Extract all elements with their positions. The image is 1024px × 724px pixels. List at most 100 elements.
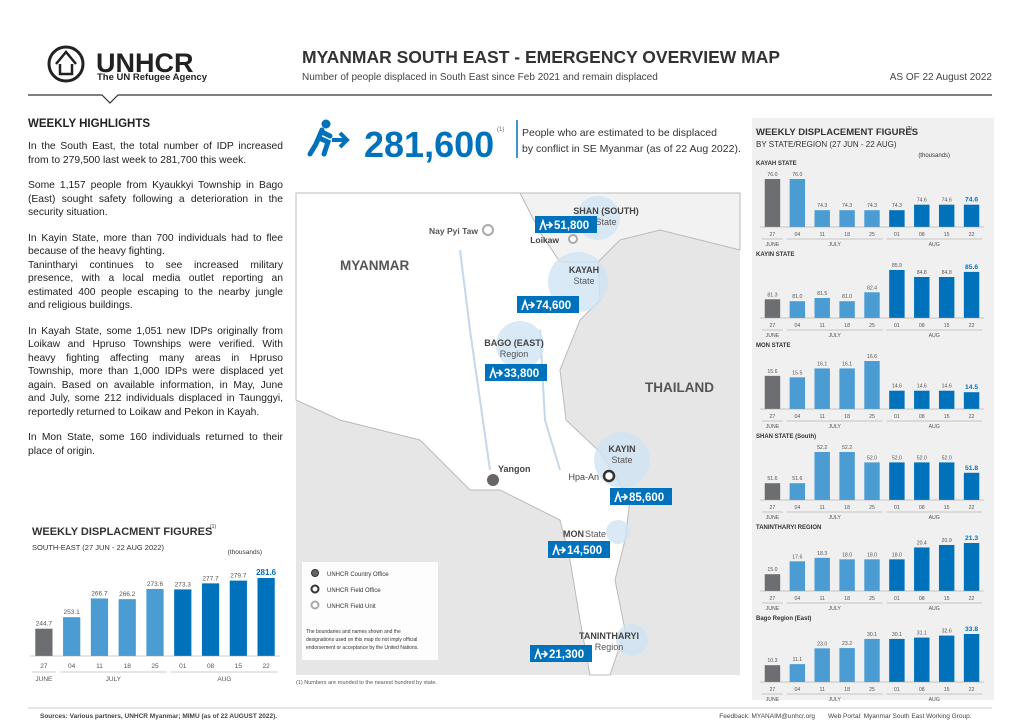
- chart-title: KAYIN STATE: [756, 252, 795, 258]
- value-label: 14.6: [942, 384, 952, 390]
- x-tick-label: 15: [944, 232, 950, 238]
- region-name: BAGO (EAST): [484, 338, 544, 348]
- value-label: 266.2: [119, 591, 136, 598]
- panel-note: (2): [906, 126, 912, 132]
- logo-text: UNHCR: [96, 48, 194, 78]
- bar: [914, 547, 930, 591]
- x-tick-label: 04: [794, 323, 800, 329]
- month-label: JULY: [829, 697, 842, 703]
- value-label: 266.7: [91, 590, 108, 597]
- bar: [963, 472, 980, 500]
- value-label: 20.4: [917, 540, 927, 546]
- value-label: 76.0: [767, 172, 777, 178]
- bar: [889, 638, 905, 682]
- bar: [938, 635, 955, 682]
- x-tick-label: 22: [969, 596, 975, 602]
- value-label: 273.3: [175, 581, 192, 588]
- value-label: 16.6: [867, 354, 877, 360]
- bar: [938, 277, 955, 318]
- month-label: JULY: [829, 424, 842, 430]
- callout-value: 51,800: [554, 220, 589, 232]
- value-label: 74.6: [942, 198, 952, 204]
- legend-box: [302, 562, 438, 660]
- chart-title: KAYAH STATE: [756, 161, 797, 167]
- disclaimer: endorsement or acceptance by the United …: [306, 645, 419, 651]
- x-tick-label: 08: [919, 232, 925, 238]
- month-label: AUG: [929, 242, 940, 248]
- value-label: 14.6: [917, 384, 927, 390]
- month-label: AUG: [929, 697, 940, 703]
- place-label: Yangon: [498, 464, 531, 474]
- value-label: 23.2: [842, 641, 852, 647]
- region-name: TANINTHARYI: [579, 631, 639, 641]
- value-label: 74.3: [867, 203, 877, 209]
- bar: [889, 270, 905, 318]
- x-tick-label: 11: [820, 505, 825, 511]
- place-label: Nay Pyi Taw: [429, 226, 478, 236]
- value-label: 85.9: [892, 263, 902, 269]
- chart-title: TANINTHARYI REGION: [756, 525, 821, 531]
- logo-house: [55, 50, 77, 76]
- legend-label: UNHCR Field Unit: [327, 604, 376, 610]
- x-tick-label: 22: [969, 687, 975, 693]
- x-tick-label: 11: [96, 663, 103, 670]
- highlights: WEEKLY HIGHLIGHTS In the South East, the…: [28, 118, 283, 470]
- bar: [764, 483, 781, 500]
- x-tick-label: 04: [794, 687, 800, 693]
- highlight: Some 1,157 people from Kyaukkyi Township…: [28, 180, 283, 218]
- x-tick-label: 22: [969, 323, 975, 329]
- x-tick-label: 08: [919, 687, 925, 693]
- highlight: In the South East, the total number of I…: [28, 141, 283, 166]
- highlight: In Mon State, some 160 individuals retur…: [28, 432, 283, 457]
- x-tick-label: 22: [969, 232, 975, 238]
- value-label: 52.0: [917, 455, 927, 461]
- bar: [864, 210, 880, 227]
- x-tick-label: 27: [770, 232, 776, 238]
- bar: [938, 462, 955, 500]
- headline-value: 281,600: [364, 124, 494, 165]
- bar: [839, 559, 855, 591]
- region-name: SHAN (SOUTH): [573, 206, 639, 216]
- value-label: 51.6: [792, 476, 802, 482]
- value-label: 18.0: [842, 552, 852, 558]
- river: [459, 249, 561, 471]
- callout-value: 14,500: [567, 545, 602, 557]
- x-tick-label: 25: [869, 505, 875, 511]
- x-tick-label: 25: [869, 596, 875, 602]
- x-tick-label: 25: [869, 323, 875, 329]
- callout-box: [517, 296, 579, 313]
- legend-label: UNHCR Field Office: [327, 588, 381, 594]
- logo: [47, 45, 85, 83]
- value-label: 16.1: [817, 361, 827, 367]
- x-tick-label: 01: [894, 505, 900, 511]
- x-tick-label: 25: [869, 687, 875, 693]
- bar: [789, 179, 806, 227]
- value-label: 81.5: [817, 291, 827, 297]
- x-tick-label: 11: [820, 596, 825, 602]
- bar: [839, 648, 855, 682]
- x-tick-label: 01: [894, 232, 900, 238]
- bar: [864, 559, 880, 591]
- x-tick-label: 27: [770, 596, 776, 602]
- value-label: 10.3: [767, 658, 777, 664]
- x-tick-label: 08: [919, 323, 925, 329]
- bar: [174, 589, 192, 656]
- value-label: 18.3: [817, 551, 827, 557]
- highlight: In Kayah State, some 1,051 new IDPs orig…: [28, 325, 283, 418]
- x-tick-label: 15: [944, 596, 950, 602]
- x-tick-label: 18: [844, 596, 850, 602]
- x-tick-label: 22: [262, 663, 270, 670]
- x-tick-label: 18: [124, 663, 132, 670]
- month-label: JUNE: [766, 606, 780, 612]
- bar: [814, 648, 830, 682]
- x-tick-label: 18: [844, 414, 850, 420]
- chart-subtitle: SOUTH-EAST (27 JUN - 22 AUG 2022): [32, 543, 164, 552]
- bar: [914, 390, 930, 409]
- bar: [229, 580, 247, 656]
- x-tick-label: 11: [820, 323, 825, 329]
- bar: [118, 599, 136, 656]
- value-label: 14.6: [892, 384, 902, 390]
- x-tick-label: 18: [844, 687, 850, 693]
- month-label: AUG: [929, 424, 940, 430]
